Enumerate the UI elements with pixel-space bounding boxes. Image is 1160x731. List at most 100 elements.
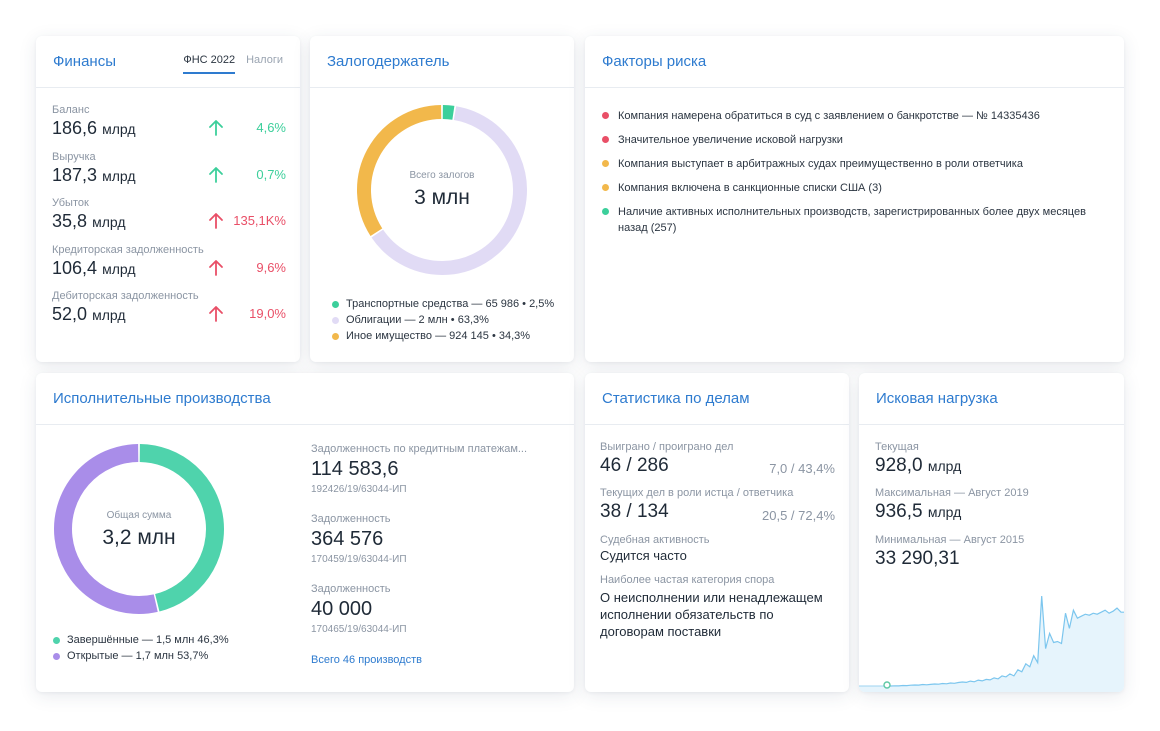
enforcement-center: Общая сумма 3,2 млн [53,510,225,550]
enforcement-item-number: 192426/19/63044-ИП [311,484,407,495]
finance-unit: млрд [102,167,136,184]
won-lost-label: Выиграно / проиграно дел [600,441,734,453]
legend-dot [332,316,339,324]
finance-change: 4,6% [256,120,286,135]
legend-label: Иное имущество — 924 145 • 34,3% [346,330,531,342]
risk-item: Значительное увеличение исковой нагрузки [602,132,1104,148]
arrow-up-icon [209,213,223,229]
enforcement-item-label: Задолженность [311,583,391,595]
pledge-header: Залогодержатель [310,36,574,88]
finance-row-label: Выручка [52,150,96,163]
legend-label: Открытые — 1,7 млн 53,7% [67,650,209,662]
finance-row[interactable]: Дебиторская задолженность 52,0 млрд 19,0% [52,290,286,325]
legend-label: Облигации — 2 млн • 63,3% [346,314,489,326]
category-value: О неисполнении или ненадлежащем исполнен… [600,590,823,639]
risk-item: Наличие активных исполнительных производ… [602,204,1104,236]
enforcement-item-number: 170465/19/63044-ИП [311,624,407,635]
claims-current-unit: млрд [927,458,962,474]
claims-card: Исковая нагрузка Текущая 928,0 млрд Макс… [859,373,1124,692]
risk-card: Факторы риска Компания намерена обратить… [585,36,1124,362]
legend-item-bonds: Облигации — 2 млн • 63,3% [332,312,554,328]
enforcement-item-label: Задолженность [311,513,391,525]
risk-level-dot [602,136,609,143]
finance-row[interactable]: Кредиторская задолженность 106,4 млрд 9,6% [52,244,286,279]
claims-max-value-row: 936,5 млрд [875,501,1029,523]
finance-unit: млрд [92,307,126,323]
legend-dot [332,300,339,308]
finance-title: Финансы [53,53,116,70]
pledge-card: Залогодержатель Всего залогов 3 млн Тран… [310,36,574,362]
all-enforcements-link[interactable]: Всего 46 производств [311,654,422,666]
legend-item-vehicles: Транспортные средства — 65 986 • 2,5% [332,296,554,312]
enforcement-header: Исполнительные производства [36,373,574,425]
enforcement-item-value: 40 000 [311,598,373,620]
finance-change: 19,0% [249,306,286,321]
finance-row[interactable]: Выручка 187,3 млрд 0,7% [52,151,286,186]
enforcement-center-label: Общая сумма [106,510,172,521]
claims-max-value: 936,5 [875,501,923,522]
pledge-center-value: 3 млн [414,186,470,209]
enforcement-item[interactable]: Задолженность по кредитным платежам... 1… [311,443,527,495]
legend-item-other-property: Иное имущество — 924 145 • 34,3% [332,328,554,344]
risk-title: Факторы риска [602,53,707,70]
donut-segment-облигации[interactable] [371,106,527,275]
donut-segment-иное-имущество[interactable] [357,105,442,236]
risk-item: Компания включена в санкционные списки С… [602,180,1104,196]
claims-min-label: Минимальная — Август 2015 [875,534,1025,546]
arrow-up-icon [209,306,223,322]
risk-item-text: Значительное увеличение исковой нагрузки [618,134,843,146]
risk-level-dot [602,184,609,191]
finance-row-label: Кредиторская задолженность [52,243,204,256]
activity-value: Судится часто [600,548,687,563]
claims-current-label: Текущая [875,441,919,453]
category-block: Наиболее частая категория спора О неиспо… [600,574,835,640]
finance-row-value: 106,4 млрд [52,258,286,279]
cases-card: Статистика по делам Выиграно / проиграно… [585,373,849,692]
finance-value: 186,6 [52,118,98,138]
legend-dot [332,332,339,340]
legend-label: Завершённые — 1,5 млн 46,3% [67,634,229,646]
finance-row[interactable]: Баланс 186,6 млрд 4,6% [52,104,286,139]
finance-change: 0,7% [256,166,286,182]
pledge-legend: Транспортные средства — 65 986 • 2,5% Об… [332,296,554,344]
finance-row-value: 187,3 млрд [52,165,286,186]
finance-card: Финансы ФНС 2022 Налоги Баланс 186,6 млрд… [36,36,300,362]
enforcement-item-value: 364 576 [311,528,384,550]
claims-area-chart [859,595,1124,692]
enforcement-item[interactable]: Задолженность 40 000 170465/19/63044-ИП [311,583,407,635]
finance-unit: млрд [92,214,126,230]
finance-row[interactable]: Убыток 35,8 млрд 135,1K% [52,197,286,232]
enforcement-item[interactable]: Задолженность 364 576 170459/19/63044-ИП [311,513,407,565]
legend-label: Транспортные средства — 65 986 • 2,5% [346,298,555,310]
claims-title: Исковая нагрузка [876,390,998,407]
finance-unit: млрд [102,121,136,137]
current-cases-extra: 20,5 / 72,4% [762,508,835,523]
tab-fns-2022[interactable]: ФНС 2022 [183,54,236,74]
donut-segment-завершённые[interactable] [139,444,224,612]
claims-current-value: 928,0 [875,455,923,476]
finance-unit: млрд [102,260,136,277]
finance-row-value: 52,0 млрд [52,304,286,325]
finance-row-value: 186,6 млрд [52,118,286,139]
finance-row-label: Убыток [52,197,89,209]
claims-line [887,595,1124,687]
claims-min-point[interactable] [883,681,891,689]
enforcement-title: Исполнительные производства [53,390,271,407]
risk-item-text: Компания выступает в арбитражных судах п… [618,158,1023,170]
donut-segment-транспортные-средства[interactable] [442,105,455,120]
pledge-donut-chart [357,105,527,275]
risk-item-text: Компания включена в санкционные списки С… [618,182,882,194]
finance-header: Финансы ФНС 2022 Налоги [36,36,300,88]
won-lost-extra: 7,0 / 43,4% [769,461,835,476]
won-lost-value: 46 / 286 [600,455,669,476]
claims-min: Минимальная — Август 2015 33 290,31 [875,534,1024,570]
tab-taxes[interactable]: Налоги [246,54,283,66]
donut-segment-открытые[interactable] [54,444,158,614]
risk-item-text: Компания намерена обратиться в суд с зая… [618,110,1040,122]
finance-value: 35,8 [52,211,88,231]
claims-max-label: Максимальная — Август 2019 [875,487,1029,499]
legend-dot [53,636,60,644]
risk-level-dot [602,112,609,119]
legend-item-open: Открытые — 1,7 млн 53,7% [53,648,229,664]
claims-current: Текущая 928,0 млрд [875,441,961,477]
